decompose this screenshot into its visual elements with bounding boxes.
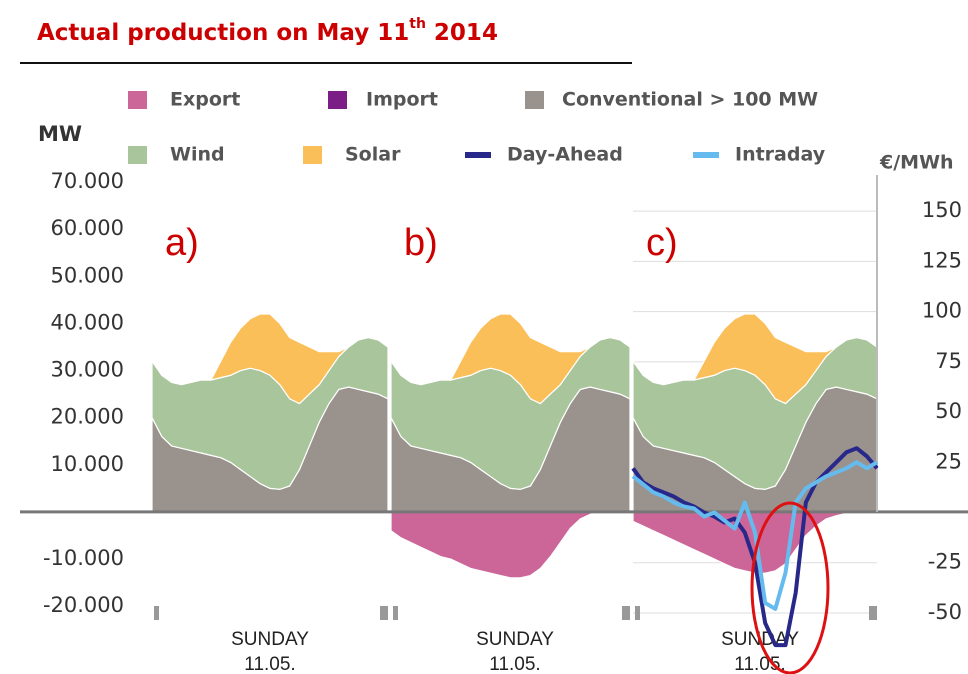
y2-tick-label: 25 bbox=[935, 449, 962, 473]
y2-tick-label: 75 bbox=[935, 349, 962, 373]
y2-unit: €/MWh bbox=[879, 152, 954, 174]
legend-label: Export bbox=[170, 89, 240, 111]
highlight-ellipse bbox=[750, 501, 830, 674]
y2-tick-label: -25 bbox=[928, 550, 962, 574]
legend-swatch bbox=[128, 146, 147, 164]
y-tick-label: -20.000 bbox=[43, 593, 124, 617]
area bbox=[391, 511, 630, 579]
area bbox=[391, 313, 630, 405]
panel-label: b) bbox=[404, 222, 438, 264]
area bbox=[633, 313, 877, 405]
legend-label: Import bbox=[366, 89, 438, 111]
y-tick-label: 40.000 bbox=[51, 310, 124, 334]
tick-mark bbox=[393, 606, 398, 620]
legend-line bbox=[693, 152, 719, 158]
legend-swatch bbox=[328, 91, 347, 109]
legend-label: Solar bbox=[345, 144, 401, 166]
panel bbox=[152, 313, 388, 513]
area bbox=[152, 313, 388, 405]
panel-label: c) bbox=[646, 222, 678, 264]
x-label: 11.05. bbox=[244, 654, 295, 674]
tick-mark bbox=[635, 606, 640, 620]
x-label: SUNDAY bbox=[231, 629, 309, 650]
title-end: 2014 bbox=[426, 20, 498, 46]
legend-swatch bbox=[303, 146, 322, 164]
chart-title: Actual production on May 11th 2014 bbox=[37, 16, 498, 46]
y-tick-label: 70.000 bbox=[51, 169, 124, 193]
y2-tick-label: 100 bbox=[922, 299, 962, 323]
tick-mark bbox=[380, 606, 388, 620]
legend-label: Wind bbox=[170, 144, 225, 166]
y-tick-label: 30.000 bbox=[51, 358, 124, 382]
tick-mark bbox=[622, 606, 630, 620]
y2-tick-label: 50 bbox=[935, 399, 962, 423]
y-tick-label: 20.000 bbox=[51, 405, 124, 429]
y-unit: MW bbox=[38, 122, 82, 146]
legend-swatch bbox=[128, 91, 147, 109]
y-tick-label: 50.000 bbox=[51, 263, 124, 287]
price-line bbox=[631, 460, 879, 611]
y2-tick-label: 125 bbox=[922, 248, 962, 272]
title-sup: th bbox=[409, 16, 426, 32]
legend-label: Intraday bbox=[735, 144, 826, 166]
title-text: Actual production on May 11 bbox=[37, 20, 409, 46]
tick-mark bbox=[869, 606, 877, 620]
x-label: SUNDAY bbox=[476, 629, 554, 650]
legend-swatch bbox=[525, 91, 544, 109]
panel-label: a) bbox=[165, 222, 199, 264]
tick-mark bbox=[154, 606, 159, 620]
y-tick-label: 10.000 bbox=[51, 452, 124, 476]
x-label: 11.05. bbox=[734, 654, 785, 674]
legend-line bbox=[465, 152, 491, 158]
y-tick-label: 60.000 bbox=[51, 216, 124, 240]
x-label: 11.05. bbox=[489, 654, 540, 674]
legend-label: Day-Ahead bbox=[507, 144, 623, 166]
y-tick-label: -10.000 bbox=[43, 546, 124, 570]
y2-tick-label: -50 bbox=[928, 600, 962, 624]
panel bbox=[391, 313, 630, 579]
y2-tick-label: 150 bbox=[922, 198, 962, 222]
legend-label: Conventional > 100 MW bbox=[562, 89, 818, 111]
